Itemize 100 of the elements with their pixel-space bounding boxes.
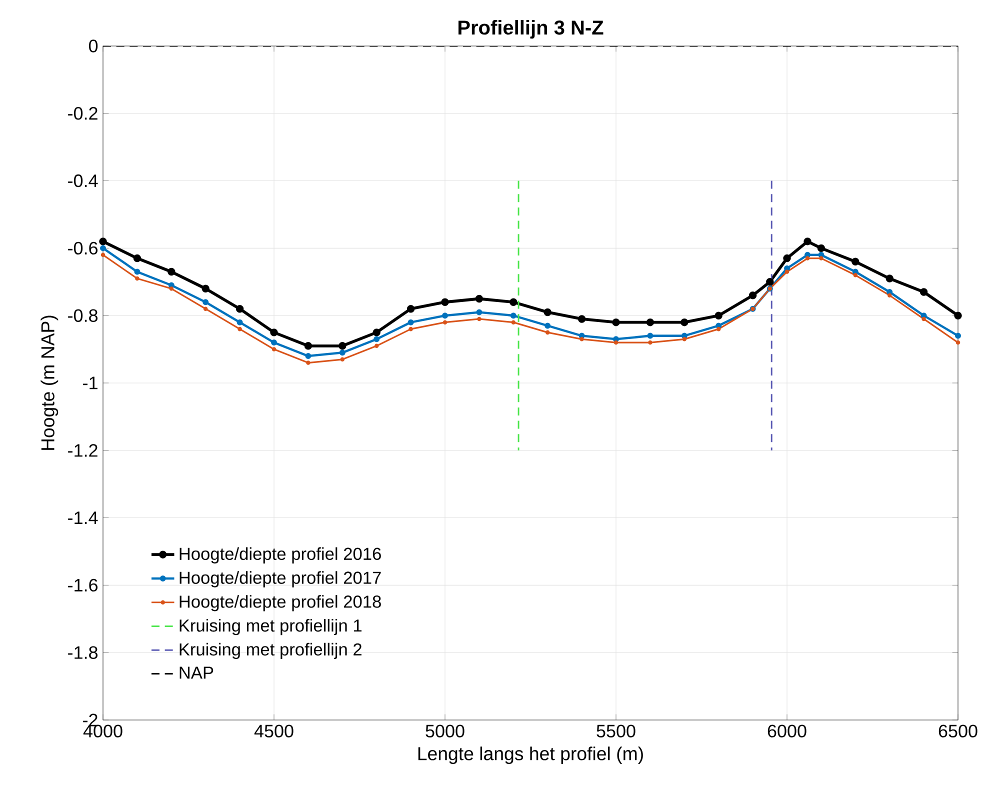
y-tick-label: -0.8 [68,309,98,322]
point [271,340,278,346]
point [714,312,722,320]
x-tick-label: 5500 [596,724,636,738]
point [305,353,312,360]
point [886,288,893,295]
point [545,330,550,335]
point [203,306,208,311]
point [100,245,106,252]
point [648,340,652,345]
point [804,252,811,258]
point [270,328,278,336]
x-tick-label: 6500 [938,724,978,738]
point [338,342,346,350]
y-tick-label: 0 [88,40,98,52]
point [578,315,586,323]
point [954,312,962,320]
point [955,332,961,339]
point [306,360,310,365]
point [339,350,346,356]
point [681,332,688,339]
point [476,309,482,316]
point [578,332,585,339]
y-tick-label: -1.2 [68,444,98,457]
point [646,318,654,326]
point [133,254,142,262]
point [340,357,345,362]
point [886,274,894,282]
point [169,286,174,291]
y-axis-title: Hoogte (m NAP) [40,316,58,450]
point [922,316,926,322]
point [853,273,858,278]
point [682,337,687,342]
point [100,252,106,258]
legend-label: Kruising met profiellijn 2 [180,642,362,660]
point [511,320,516,324]
point [647,332,654,339]
point [614,340,618,345]
point [887,293,892,298]
y-tick-label: -1.4 [68,512,98,524]
point [852,258,860,266]
y-tick-label: -1 [83,376,98,390]
y-tick-label: -0.2 [68,107,98,120]
point [408,326,413,332]
point [475,294,484,303]
point [135,276,140,281]
point [406,304,415,313]
point [99,238,107,246]
point [442,320,448,324]
point [784,265,790,272]
point [304,342,312,350]
point [272,347,276,352]
point [168,268,176,276]
point [680,318,688,326]
point [202,299,209,306]
legend-label: Hoogte/diepte profiel 2016 [180,547,381,564]
point [805,256,810,260]
point [202,284,210,292]
point [441,298,449,306]
point [748,291,757,300]
legend-label: Hoogte/diepte profiel 2017 [180,571,381,588]
x-tick-label: 4000 [83,724,122,738]
y-tick-label: -0.6 [68,242,98,255]
point [236,304,244,313]
point [544,308,552,316]
point [784,270,790,274]
point [819,256,824,260]
y-tick-label: -1.6 [68,578,98,592]
legend-label: Hoogte/diepte profiel 2018 [180,595,381,612]
point [374,336,380,342]
point [510,312,516,319]
legend-label: Kruising met profiellijn 1 [180,618,362,636]
point [510,298,518,306]
x-tick-label: 6000 [768,724,806,738]
y-tick-label: -1.8 [68,646,98,659]
point [236,319,243,326]
point [852,268,858,275]
point [817,244,826,252]
point [783,254,791,262]
y-tick-label: -0.4 [68,174,98,188]
x-axis-title: Lengte langs het profiel (m) [418,746,643,764]
legend-label: NAP [180,666,214,679]
point [766,278,774,286]
point [408,319,414,326]
point [238,326,242,332]
point [716,322,722,329]
chart-title: Profiellijn 3 N-Z [458,20,604,39]
point [372,328,380,336]
x-tick-label: 4500 [254,724,294,738]
point [920,288,928,296]
x-tick-label: 5000 [426,724,464,738]
point [374,344,379,348]
point [168,282,174,288]
point [804,238,812,246]
point [580,337,584,342]
point [442,312,448,319]
point [544,322,551,329]
point [477,316,482,322]
point [956,340,960,345]
point [612,318,620,326]
